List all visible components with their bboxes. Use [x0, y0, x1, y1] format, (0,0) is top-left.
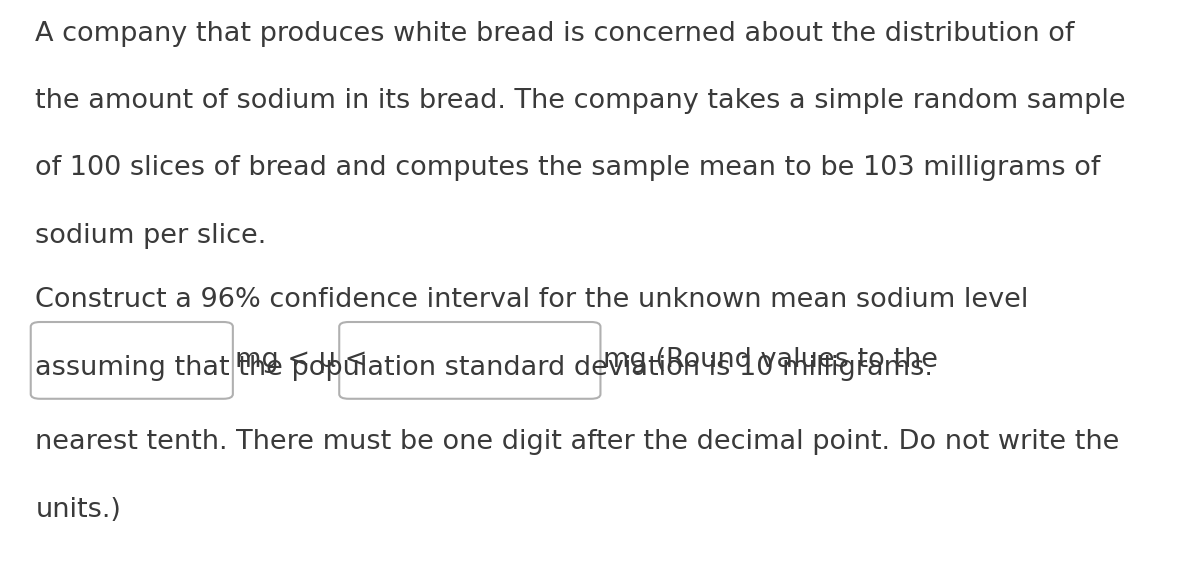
FancyBboxPatch shape [339, 322, 600, 398]
Text: sodium per slice.: sodium per slice. [35, 223, 267, 248]
Text: nearest tenth. There must be one digit after the decimal point. Do not write the: nearest tenth. There must be one digit a… [35, 429, 1119, 455]
Text: mg < μ <: mg < μ < [235, 347, 368, 373]
Text: A company that produces white bread is concerned about the distribution of: A company that produces white bread is c… [35, 21, 1074, 46]
Text: mg (Round values to the: mg (Round values to the [603, 347, 937, 373]
Text: Construct a 96% confidence interval for the unknown mean sodium level: Construct a 96% confidence interval for … [35, 287, 1028, 313]
Text: the amount of sodium in its bread. The company takes a simple random sample: the amount of sodium in its bread. The c… [35, 88, 1126, 114]
FancyBboxPatch shape [31, 322, 233, 398]
Text: of 100 slices of bread and computes the sample mean to be 103 milligrams of: of 100 slices of bread and computes the … [35, 155, 1100, 181]
Text: units.): units.) [35, 496, 122, 523]
Text: assuming that the population standard deviation is 10 milligrams.: assuming that the population standard de… [35, 355, 934, 380]
